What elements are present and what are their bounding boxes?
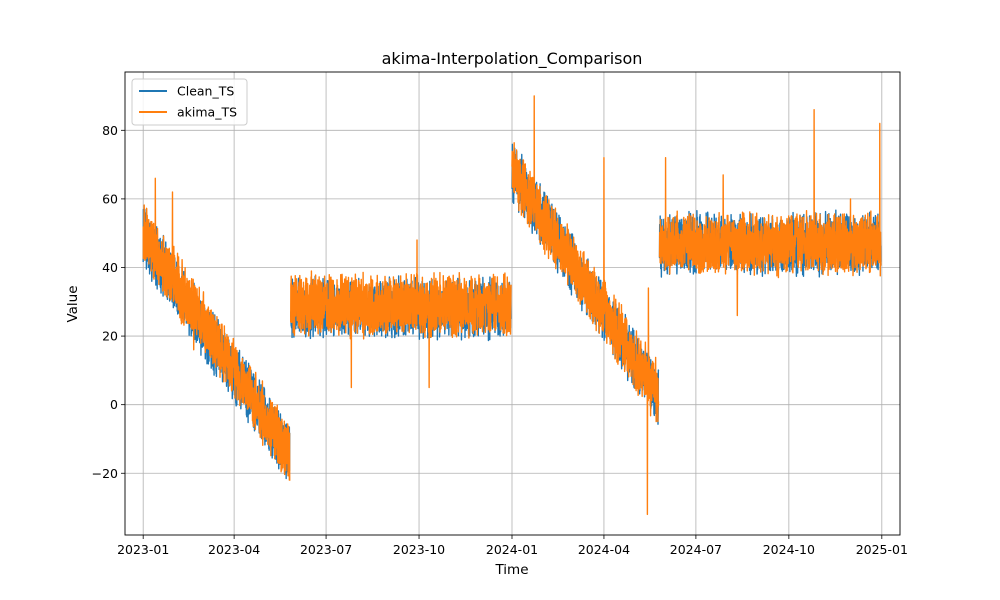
x-axis-label: Time [494,562,528,578]
legend: Clean_TS akima_TS [131,78,248,126]
y-tick-label: 60 [102,191,118,206]
y-tick-label: 80 [102,123,118,138]
tick-layer: 2023-01 2023-04 2023-07 2023-10 2024-01 2024-… [92,123,908,557]
x-tick-label: 2023-10 [393,542,445,557]
legend-label-akima-ts: akima_TS [177,105,237,120]
y-axis-label: Value [65,285,81,322]
plot-frame [124,71,901,536]
y-tick-label: 40 [102,260,118,275]
series-line-akima-ts [142,95,882,516]
x-tick-label: 2023-07 [300,542,352,557]
x-tick-label: 2024-01 [486,542,538,557]
x-tick-label: 2024-04 [578,542,630,557]
x-tick-label: 2025-01 [856,542,908,557]
x-tick-label: 2023-01 [117,542,169,557]
y-tick-label: 20 [102,329,118,344]
x-tick-label: 2024-07 [670,542,722,557]
y-tick-label: 0 [110,397,118,412]
legend-label-clean-ts: Clean_TS [177,84,234,99]
y-tick-label: −20 [92,466,118,481]
x-tick-label: 2024-10 [763,542,815,557]
chart-title: akima-Interpolation_Comparison [382,49,643,69]
series-layer [142,95,882,516]
x-tick-label: 2023-04 [208,542,260,557]
